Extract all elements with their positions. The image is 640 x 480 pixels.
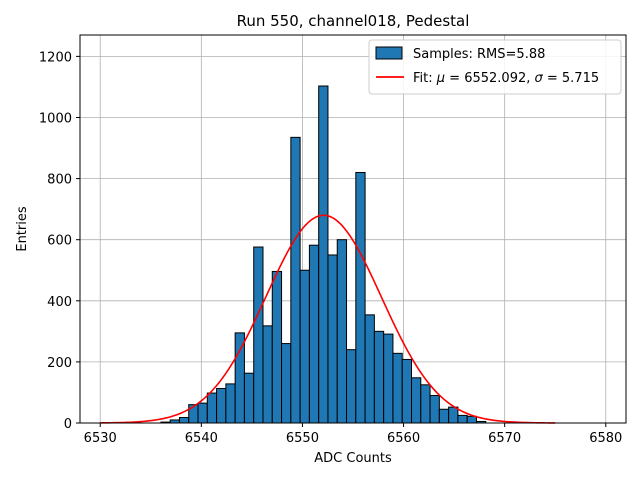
x-tick-label: 6570	[488, 431, 521, 446]
histogram-bar	[299, 269, 310, 424]
histogram-bar	[448, 406, 459, 424]
chart-title: Run 550, channel018, Pedestal	[237, 12, 470, 30]
y-axis-ticks: 0 200 400 600 800 1000 1200	[39, 50, 80, 432]
legend-fit-label: Fit: μ = 6552.092, σ = 5.715	[413, 71, 599, 86]
histogram-bar	[411, 377, 422, 424]
gaussian-fit-line	[100, 214, 556, 424]
x-tick-label: 6560	[387, 431, 420, 446]
histogram-bar	[308, 244, 320, 424]
histogram-bar	[392, 352, 403, 424]
y-tick-label: 1200	[39, 50, 72, 65]
x-tick-label: 6550	[286, 431, 319, 446]
y-tick-label: 1000	[39, 111, 72, 126]
histogram-bar	[383, 333, 394, 424]
histogram-bar	[243, 372, 255, 424]
histogram-bar	[420, 384, 431, 424]
histogram-bar	[290, 136, 301, 424]
histogram-bar	[401, 358, 413, 424]
histogram-bar	[466, 415, 477, 424]
legend-box	[368, 39, 622, 95]
histogram-bar	[262, 325, 273, 424]
plot-frame	[79, 34, 627, 424]
histogram-bar	[327, 254, 338, 424]
histogram-bar	[364, 314, 375, 424]
histogram-bar	[271, 270, 283, 424]
legend-samples-swatch	[375, 46, 403, 60]
legend-fit-mu-value: = 6552.092,	[445, 71, 534, 86]
histogram-bar	[336, 239, 348, 424]
legend: Samples: RMS=5.88 Fit: μ = 6552.092, σ =…	[368, 39, 622, 95]
histogram-bar	[355, 171, 366, 424]
x-tick-label: 6580	[589, 431, 622, 446]
histogram-bar	[281, 343, 292, 424]
y-tick-label: 400	[47, 295, 72, 310]
x-axis-ticks: 6530 6540 6550 6560 6570 6580	[84, 423, 622, 446]
y-axis-label: Entries	[15, 206, 30, 252]
legend-fit-prefix: Fit:	[413, 71, 437, 86]
histogram-bar	[318, 85, 329, 424]
legend-fit-mu-symbol: μ	[436, 71, 445, 86]
y-tick-label: 200	[47, 356, 72, 371]
legend-fit-sigma-symbol: σ	[535, 71, 544, 86]
x-axis-label: ADC Counts	[314, 451, 392, 466]
histogram-bar	[225, 383, 236, 424]
x-tick-label: 6530	[84, 431, 117, 446]
histogram-bar	[197, 402, 208, 424]
y-tick-label: 600	[47, 234, 72, 249]
histogram-bar	[457, 414, 468, 424]
legend-samples-label: Samples: RMS=5.88	[413, 47, 545, 62]
histogram-bar	[373, 330, 385, 424]
x-tick-label: 6540	[185, 431, 218, 446]
histogram-bar	[178, 417, 190, 424]
histogram-bar	[346, 349, 357, 424]
y-tick-label: 0	[64, 417, 72, 432]
histogram-bar	[253, 246, 264, 424]
histogram-bar	[206, 392, 218, 424]
histogram-bar	[429, 395, 440, 424]
histogram-bar	[234, 332, 245, 424]
histogram-bar	[216, 387, 227, 424]
histogram-bar	[438, 408, 450, 424]
legend-fit-sigma-value: = 5.715	[543, 71, 599, 86]
y-tick-label: 800	[47, 173, 72, 188]
histogram-bars	[160, 85, 487, 424]
